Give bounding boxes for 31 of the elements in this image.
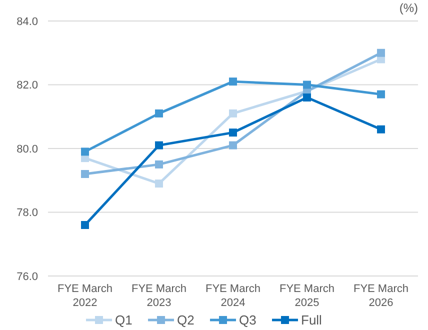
point — [229, 78, 237, 86]
x-tick-label: FYE March 2025 — [279, 283, 335, 309]
point — [155, 180, 163, 188]
point — [81, 170, 89, 178]
point — [229, 128, 237, 137]
x-tick-label: FYE March 2022 — [57, 283, 113, 309]
point — [377, 125, 385, 134]
point — [377, 90, 385, 98]
point — [303, 94, 311, 102]
point — [81, 221, 89, 229]
point — [377, 48, 385, 57]
point — [229, 141, 237, 150]
y-tick-label: 84.0 — [16, 16, 38, 28]
x-tick-label: FYE March 2026 — [353, 283, 409, 309]
point — [155, 141, 163, 150]
legend-label: Q2 — [177, 312, 194, 328]
point — [229, 109, 237, 118]
legend-label: Full — [301, 312, 322, 328]
x-tick-label: FYE March 2023 — [131, 283, 187, 309]
point — [303, 80, 311, 89]
y-axis-title: (%) — [399, 1, 418, 15]
y-tick-label: 82.0 — [16, 80, 38, 92]
point — [155, 109, 163, 118]
legend-label: Q3 — [239, 312, 256, 328]
y-tick-label: 80.0 — [16, 143, 38, 156]
x-tick-label: FYE March 2024 — [205, 283, 261, 309]
y-tick-label: 76.0 — [16, 270, 38, 283]
point — [81, 148, 89, 156]
point — [155, 160, 163, 168]
y-tick-label: 78.0 — [16, 207, 38, 220]
legend-label: Q1 — [115, 312, 132, 328]
